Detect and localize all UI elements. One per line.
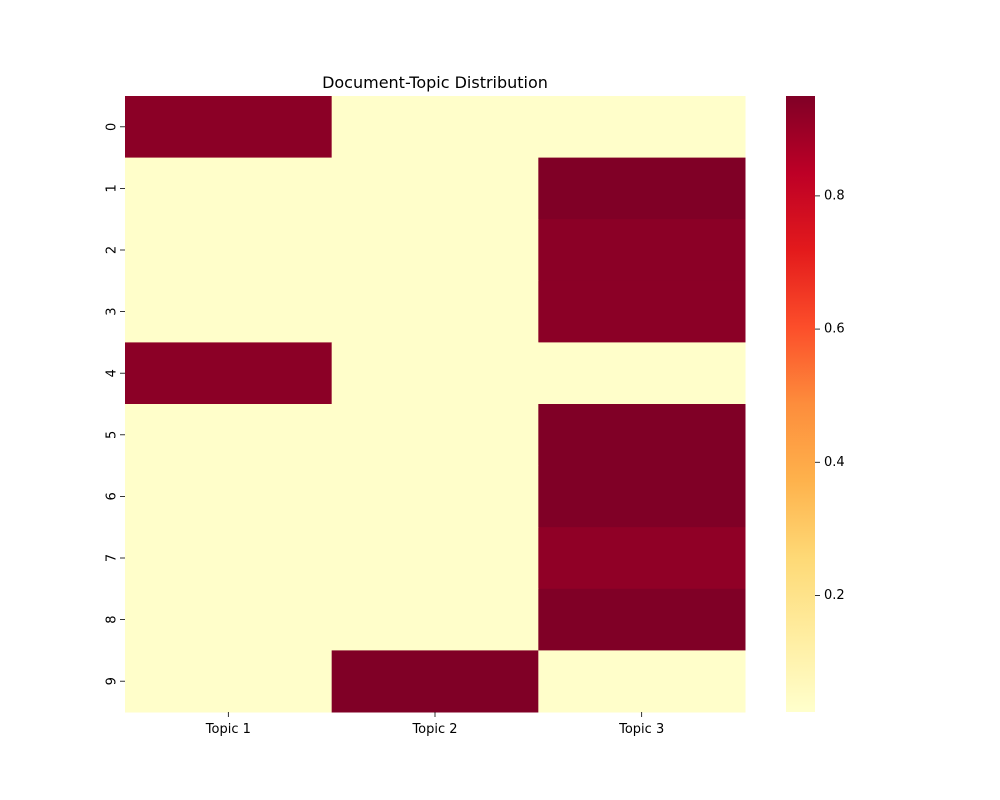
heatmap-cell	[125, 404, 333, 467]
heatmap-cell	[331, 342, 539, 405]
heatmap-cell	[125, 96, 333, 159]
heatmap-cell	[331, 650, 539, 713]
heatmap-cell	[125, 280, 333, 343]
heatmap-cell	[538, 96, 746, 159]
colorbar-tick-label: 0.4	[824, 455, 845, 470]
y-tick-label: 8	[105, 615, 120, 623]
heatmap-cell	[538, 404, 746, 467]
y-tick-label: 6	[105, 492, 120, 500]
heatmap-cell	[331, 157, 539, 220]
heatmap-cell	[125, 465, 333, 528]
chart-title: Document-Topic Distribution	[322, 73, 548, 92]
heatmap-cell	[538, 650, 746, 713]
heatmap-cell	[538, 219, 746, 282]
colorbar-tick-label: 0.6	[824, 322, 845, 337]
y-axis: 0 1 2 3 4 5 6 7 8 9	[105, 123, 125, 685]
y-tick-label: 4	[105, 369, 120, 377]
x-axis: Topic 1 Topic 2 Topic 3	[205, 712, 664, 737]
heatmap-cell	[125, 588, 333, 651]
heatmap-cell	[331, 465, 539, 528]
heatmap-cell	[125, 157, 333, 220]
heatmap-cell	[538, 527, 746, 590]
heatmap-cell	[331, 404, 539, 467]
y-tick-label: 3	[105, 307, 120, 315]
x-tick-label: Topic 2	[411, 722, 457, 737]
heatmap-cell	[538, 342, 746, 405]
heatmap-cell	[331, 588, 539, 651]
colorbar	[786, 96, 815, 712]
heatmap-cell	[538, 465, 746, 528]
y-tick-label: 9	[105, 677, 120, 685]
heatmap-cell	[125, 219, 333, 282]
y-tick-label: 2	[105, 246, 120, 254]
y-tick-label: 7	[105, 554, 120, 562]
heatmap-cell	[538, 280, 746, 343]
heatmap-cell	[125, 342, 333, 405]
y-tick-label: 0	[105, 123, 120, 131]
heatmap-cell	[331, 96, 539, 159]
heatmap-cell	[538, 157, 746, 220]
x-tick-label: Topic 3	[618, 722, 664, 737]
heatmap-cell	[538, 588, 746, 651]
heatmap-cell	[125, 527, 333, 590]
heatmap-cell	[125, 650, 333, 713]
y-tick-label: 5	[105, 431, 120, 439]
colorbar-axis: 0.2 0.4 0.6 0.8	[815, 188, 845, 603]
heatmap-cell	[331, 527, 539, 590]
heatmap-cells	[125, 96, 746, 713]
heatmap-cell	[331, 219, 539, 282]
x-tick-label: Topic 1	[205, 722, 251, 737]
colorbar-tick-label: 0.8	[824, 188, 845, 203]
y-tick-label: 1	[105, 184, 120, 192]
heatmap-cell	[331, 280, 539, 343]
colorbar-tick-label: 0.2	[824, 588, 845, 603]
